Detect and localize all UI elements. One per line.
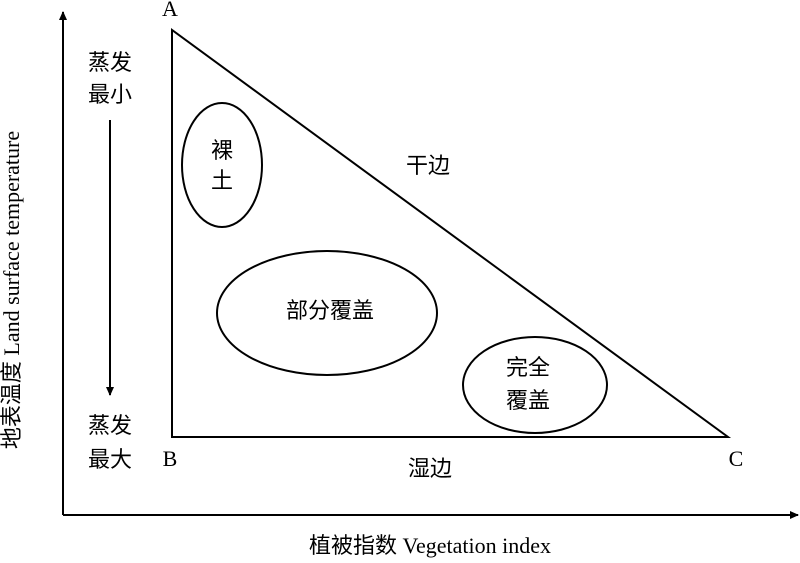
region-label: 土 bbox=[211, 168, 233, 193]
evaporation-label: 蒸发 bbox=[88, 413, 132, 438]
region-ellipse bbox=[216, 250, 438, 376]
triangle bbox=[171, 28, 732, 438]
vertex-label: C bbox=[729, 446, 744, 471]
edge-label: 湿边 bbox=[408, 456, 452, 481]
edge-label: 干边 bbox=[406, 153, 450, 178]
region-label: 裸 bbox=[211, 138, 233, 163]
region-ellipse bbox=[462, 336, 608, 434]
vertex-label: A bbox=[162, 0, 178, 21]
y-axis-label: 地表温度 Land surface temperature bbox=[0, 131, 24, 449]
evaporation-label: 最大 bbox=[88, 447, 132, 472]
region-label: 完全 bbox=[506, 355, 550, 380]
x-axis-label: 植被指数 Vegetation index bbox=[309, 533, 551, 558]
evaporation-label: 蒸发 bbox=[88, 50, 132, 75]
region-ellipse bbox=[181, 102, 263, 228]
region-label: 覆盖 bbox=[506, 388, 550, 413]
evaporation-label: 最小 bbox=[88, 82, 132, 107]
region-label: 部分覆盖 bbox=[286, 298, 374, 323]
vertex-label: B bbox=[163, 446, 178, 471]
